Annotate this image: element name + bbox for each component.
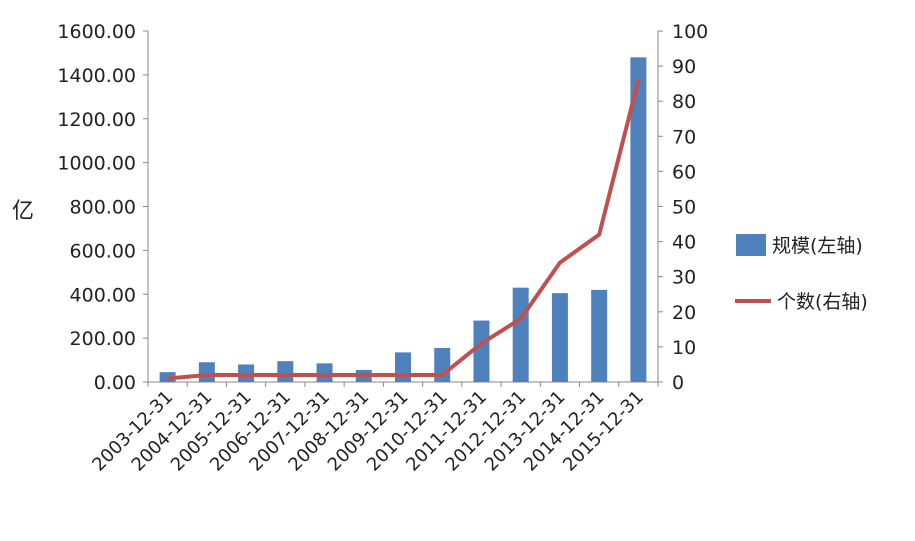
legend-swatch-bar [736,234,766,256]
right-tick-label: 0 [672,372,684,394]
bar [277,361,294,382]
left-tick-label: 400.00 [70,284,136,306]
bar [316,363,333,382]
bar [512,287,529,382]
right-tick-label: 40 [672,232,696,254]
ticks-layer: 0.00 200.00 400.00 600.00 800.00 1000.00 1200.… [57,21,708,476]
bar [473,320,490,382]
right-tick-label: 90 [672,56,696,78]
line-series-count [167,79,641,381]
left-tick-label: 1000.00 [57,153,136,175]
bar [591,289,608,382]
left-tick-label: 200.00 [70,328,136,350]
right-tick-label: 80 [672,91,696,113]
line-layer [167,79,641,381]
right-tick-label: 50 [672,197,696,219]
right-tick-label: 70 [672,126,696,148]
bar [198,362,215,382]
right-tick-label: 10 [672,337,696,359]
left-tick-label: 800.00 [70,197,136,219]
bar [551,293,568,382]
legend-label-bar: 规模(左轴) [772,235,863,257]
left-tick-label: 0.00 [94,372,136,394]
right-tick-label: 100 [672,21,708,43]
right-tick-label: 20 [672,302,696,324]
left-tick-label: 600.00 [70,240,136,262]
bar [630,57,647,382]
bar [395,352,411,382]
right-tick-label: 60 [672,161,696,183]
left-tick-label: 1600.00 [57,21,136,43]
left-tick-label: 1200.00 [57,109,136,131]
legend: 规模(左轴) 个数(右轴) [735,234,868,313]
legend-label-line: 个数(右轴) [777,291,868,313]
axes-layer [143,30,663,387]
left-tick-label: 1400.00 [57,65,136,87]
y-axis-label: 亿 [12,199,34,224]
right-tick-label: 30 [672,267,696,289]
bars-layer [159,57,647,382]
